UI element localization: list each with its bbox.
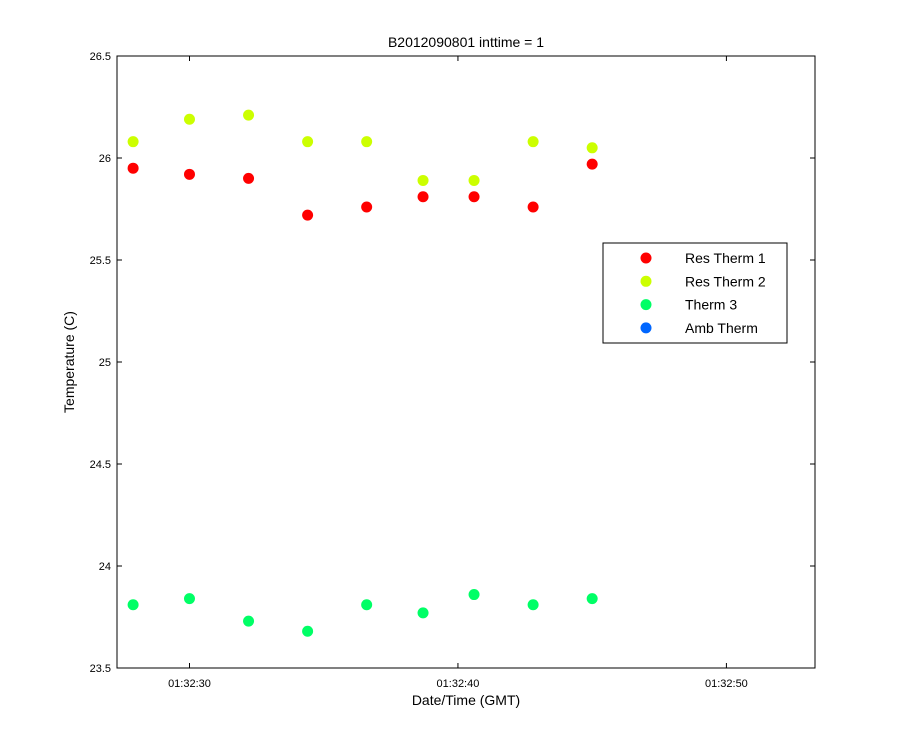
chart-title: B2012090801 inttime = 1	[388, 34, 544, 50]
y-axis-label: Temperature (C)	[61, 311, 77, 413]
data-point-series-2	[183, 113, 195, 125]
data-point-series-2	[361, 136, 373, 148]
plot-area: 23.5 24 24.5 25 25.5 26 26.5 01:32:30 01:32:40 01…	[90, 51, 816, 690]
data-point-series-2	[586, 142, 598, 154]
data-point-series-2	[302, 136, 314, 148]
data-point-series-1	[302, 209, 314, 221]
data-point-series-3	[127, 599, 139, 611]
data-point-series-2	[468, 174, 480, 186]
y-tick-label: 25	[99, 357, 111, 369]
y-tick-label: 24.5	[90, 459, 111, 471]
legend-label: Res Therm 1	[685, 250, 766, 266]
x-tick-label: 01:32:30	[168, 678, 211, 690]
data-point-series-3	[468, 589, 480, 601]
legend-marker	[640, 322, 652, 334]
y-tick-label: 26	[99, 153, 111, 165]
data-point-series-1	[127, 162, 139, 174]
legend-marker	[640, 252, 652, 264]
data-point-series-3	[417, 607, 429, 619]
data-point-series-1	[243, 172, 255, 184]
y-tick-label: 24	[99, 561, 111, 573]
y-tick-label: 25.5	[90, 255, 111, 267]
y-tick-label: 23.5	[90, 663, 111, 675]
legend-marker	[640, 299, 652, 311]
data-point-series-1	[361, 201, 373, 213]
x-tick-label: 01:32:50	[705, 678, 748, 690]
data-point-series-1	[417, 191, 429, 203]
x-axis-label: Date/Time (GMT)	[412, 692, 520, 708]
x-tick-label: 01:32:40	[437, 678, 480, 690]
data-point-series-3	[302, 625, 314, 637]
data-point-series-3	[527, 599, 539, 611]
data-point-series-3	[361, 599, 373, 611]
legend: Res Therm 1 Res Therm 2 Therm 3 Amb Therm	[602, 242, 788, 344]
data-point-series-3	[586, 593, 598, 605]
data-point-series-2	[127, 136, 139, 148]
data-point-series-1	[468, 191, 480, 203]
legend-label: Amb Therm	[685, 320, 758, 336]
legend-label: Therm 3	[685, 297, 737, 313]
plot-frame	[116, 55, 816, 669]
legend-label: Res Therm 2	[685, 273, 766, 289]
data-point-series-3	[183, 593, 195, 605]
legend-box	[602, 242, 788, 344]
data-point-series-1	[527, 201, 539, 213]
data-point-series-2	[417, 174, 429, 186]
data-point-series-2	[243, 109, 255, 121]
data-point-series-1	[586, 158, 598, 170]
data-point-series-1	[183, 168, 195, 180]
legend-marker	[640, 275, 652, 287]
data-point-series-3	[243, 615, 255, 627]
y-tick-label: 26.5	[90, 51, 111, 63]
data-point-series-2	[527, 136, 539, 148]
